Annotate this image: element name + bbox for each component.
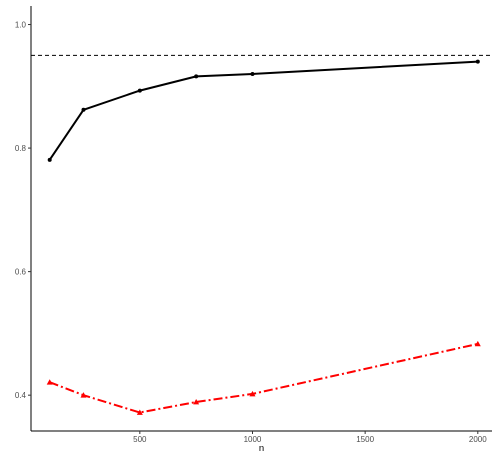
series-2-point [46, 379, 53, 385]
series-2-point [80, 392, 87, 398]
y-tick-label: 0.4 [15, 391, 27, 400]
series-2-point [249, 390, 256, 397]
x-tick-label: 1500 [356, 435, 374, 444]
y-tick-label: 1.0 [15, 21, 27, 30]
axes [30, 6, 492, 432]
series-1-point [250, 71, 255, 76]
series-2-point [474, 340, 481, 347]
x-tick-label: 500 [133, 435, 147, 444]
series-1-point [475, 59, 480, 64]
series-1-point [137, 88, 142, 93]
x-axis-title: n [259, 443, 264, 454]
series-1-point [81, 107, 86, 112]
x-tick-label: 2000 [469, 435, 487, 444]
series-1-point [47, 157, 52, 162]
series-layer [46, 59, 481, 415]
y-tick-label: 0.6 [15, 268, 27, 277]
series-1-line [48, 60, 478, 161]
series-1-point [194, 74, 199, 79]
series-2-point [136, 409, 143, 415]
series-2-point [193, 398, 200, 405]
series-2-line [49, 342, 479, 414]
ticks: 0.4 0.6 0.8 1.0 500 1000 1500 2000 [15, 21, 487, 444]
x-tick-label: 1000 [244, 435, 262, 444]
y-tick-label: 0.8 [15, 144, 27, 153]
